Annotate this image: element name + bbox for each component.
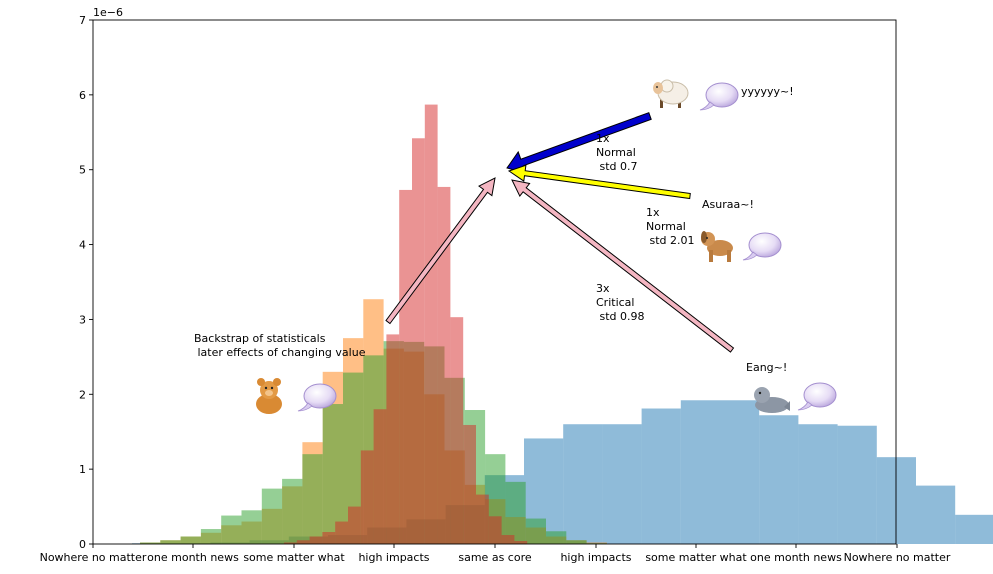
histogram-bar — [514, 541, 528, 544]
histogram-bar — [450, 317, 464, 544]
histogram-bar — [488, 516, 502, 544]
speech-bubble-icon — [297, 383, 337, 412]
icons — [256, 79, 837, 414]
annotation-text: 1x Normal std 2.01 — [646, 206, 695, 247]
y-tick-label: 7 — [79, 14, 86, 27]
x-tick-label: one month news — [147, 551, 239, 564]
histogram-bar — [476, 494, 489, 544]
annotation-text: 3x Critical std 0.98 — [596, 282, 645, 323]
plot-frame — [92, 19, 897, 545]
histogram-bar — [343, 372, 364, 544]
histogram-bar — [360, 450, 374, 544]
y-tick-label: 0 — [79, 538, 86, 551]
histogram-bar — [373, 409, 387, 544]
histogram-bar — [505, 481, 526, 544]
annotation-text: Backstrap of statisticals later effects … — [194, 332, 366, 359]
histogram-bar — [261, 488, 283, 544]
histogram-bar — [680, 400, 720, 544]
histogram-bar — [322, 404, 343, 544]
histogram-bar — [322, 532, 336, 544]
speech-bubble-icon — [742, 232, 782, 261]
y-tick-label: 1 — [79, 463, 86, 476]
seal-icon — [754, 387, 790, 413]
histogram-bar — [916, 485, 956, 544]
teddy-bear-icon — [256, 378, 282, 414]
histogram-bar — [160, 540, 181, 544]
histogram-bar — [284, 542, 297, 544]
histogram-bar — [463, 424, 476, 544]
y-tick-label: 3 — [79, 313, 86, 326]
histogram-bar — [501, 535, 515, 544]
annotation-text: yyyyyy~! — [741, 85, 794, 98]
annotation-arrows — [385, 112, 735, 353]
histogram-bar — [200, 529, 222, 544]
speech-bubble-icon — [699, 82, 739, 111]
series-4 — [284, 104, 528, 544]
histogram-bar — [302, 454, 323, 544]
annotation-text: Asuraa~! — [702, 198, 754, 211]
x-tick-label: Nowhere no matter — [844, 551, 951, 564]
y-tick-label: 4 — [79, 239, 86, 252]
x-tick-label: high impacts — [358, 551, 429, 564]
histogram-bar — [837, 425, 877, 544]
histogram-bar — [386, 334, 400, 544]
x-tick-label: one month news — [750, 551, 842, 564]
histogram-bar — [720, 400, 760, 544]
y-tick-label: 5 — [79, 164, 86, 177]
x-tick-label: some matter what — [243, 551, 345, 564]
annotation-arrow — [385, 177, 496, 325]
histogram-bar — [437, 186, 451, 544]
annotation-arrow — [507, 164, 691, 200]
histogram-bar — [335, 521, 348, 544]
histogram-bar — [348, 506, 361, 544]
histogram-bar — [412, 138, 425, 544]
y-tick-label: 2 — [79, 388, 86, 401]
annotation-text: 1x Normal std 0.7 — [596, 132, 638, 173]
x-tick-label: same as core — [458, 551, 531, 564]
histogram-bar — [566, 540, 587, 544]
histogram-bar — [399, 189, 412, 544]
histogram-bars — [132, 104, 993, 544]
annotation-arrow — [511, 179, 735, 353]
histogram-bar — [602, 424, 642, 544]
dog-icon — [701, 231, 733, 262]
histogram-bar — [309, 536, 323, 544]
sheep-icon — [653, 79, 689, 108]
histogram-bar — [546, 531, 567, 544]
scale-label: 1e−6 — [93, 6, 123, 19]
histogram-bar — [296, 540, 310, 544]
histogram-bar — [563, 424, 603, 544]
histogram-bar — [180, 536, 201, 544]
histogram-bar — [955, 514, 993, 544]
x-tick-label: Nowhere no matter — [40, 551, 147, 564]
histogram-bar — [241, 510, 262, 544]
annotation-texts: 1x Normal std 0.7 yyyyyy~! Asuraa~! 1x Normal… — [194, 85, 794, 374]
histogram-bar — [282, 478, 303, 544]
histogram-bar — [525, 518, 546, 544]
histogram-bar — [140, 542, 161, 544]
histogram-bar — [759, 415, 799, 544]
histogram-bar — [798, 424, 838, 544]
histogram-bar — [221, 515, 242, 544]
histogram-bar — [641, 408, 681, 544]
y-tick-label: 6 — [79, 89, 86, 102]
x-tick-label: some matter what — [645, 551, 747, 564]
speech-bubble-icon — [797, 382, 837, 411]
x-tick-label: high impacts — [560, 551, 631, 564]
annotation-text: Eang~! — [746, 361, 787, 374]
histogram-bar — [424, 104, 438, 544]
